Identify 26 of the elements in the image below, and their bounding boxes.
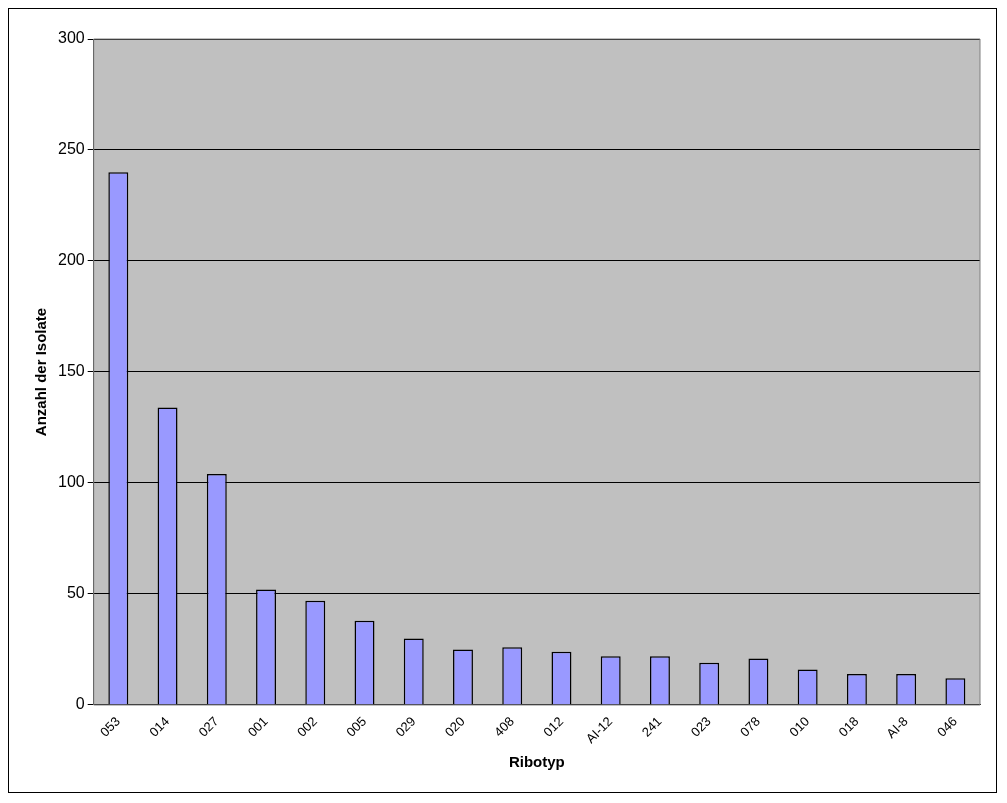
x-tick-label: AI-8 bbox=[883, 713, 911, 742]
y-tick-label: 0 bbox=[75, 695, 85, 713]
x-tick-label: 005 bbox=[343, 713, 370, 740]
x-tick-label: 018 bbox=[835, 713, 862, 740]
y-tick-label: 300 bbox=[57, 29, 85, 47]
x-tick-label: 002 bbox=[293, 713, 320, 740]
y-tick-label: 50 bbox=[66, 584, 85, 602]
x-tick-label: 023 bbox=[687, 713, 714, 740]
x-tick-label: 001 bbox=[244, 713, 271, 740]
x-tick-label: 078 bbox=[737, 713, 764, 740]
x-tick-label: 053 bbox=[97, 713, 123, 740]
y-tick-label: 200 bbox=[57, 251, 85, 269]
x-tick-label: 408 bbox=[490, 713, 517, 740]
x-tick-label: 010 bbox=[786, 713, 813, 740]
x-tick-label: 020 bbox=[441, 713, 468, 740]
y-tick-label: 150 bbox=[57, 362, 85, 380]
y-tick-label: 250 bbox=[57, 140, 85, 158]
y-axis-title: Anzahl der Isolate bbox=[32, 307, 50, 437]
x-tick-label: 046 bbox=[934, 713, 961, 740]
x-axis-title: Ribotyp bbox=[508, 753, 565, 771]
y-tick-label: 100 bbox=[57, 473, 85, 491]
x-tick-label: 027 bbox=[195, 713, 222, 740]
x-tick-label: 029 bbox=[392, 713, 419, 740]
x-tick-label: 012 bbox=[540, 713, 567, 740]
x-tick-label: 241 bbox=[638, 713, 665, 740]
x-tick-label: 014 bbox=[146, 713, 173, 740]
